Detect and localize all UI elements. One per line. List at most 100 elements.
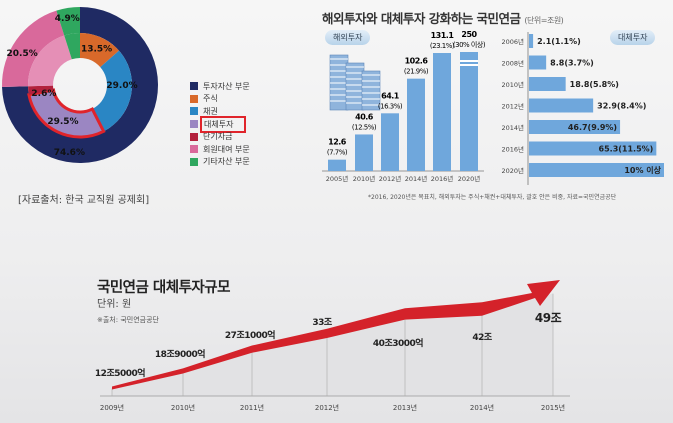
donut-inner-slice xyxy=(28,35,72,87)
overseas-bar-share: (30% 이상) xyxy=(453,40,486,49)
legend-swatch xyxy=(190,94,198,103)
investment-title: 해외투자와 대체투자 강화하는 국민연금 (단위=조원) xyxy=(322,8,564,27)
legend-label: 투자자산 부문 xyxy=(203,81,250,91)
legend-label: 채권 xyxy=(203,106,218,116)
overseas-bar-value: 250 xyxy=(461,30,477,39)
donut-inner-slice xyxy=(28,85,54,95)
overseas-bar xyxy=(381,113,399,171)
axis-break xyxy=(460,64,478,66)
alternative-year-label: 2010년 xyxy=(501,80,524,89)
legend-label: 회원대여 부문 xyxy=(203,144,250,154)
legend-item: 주식 xyxy=(190,93,250,106)
donut-outer-label: 74.6% xyxy=(54,148,85,158)
overseas-bar-value: 131.1 xyxy=(431,31,455,40)
overseas-bar-value: 64.1 xyxy=(381,91,400,100)
donut-outer-label: 20.5% xyxy=(7,49,38,59)
donut-source: [자료출처: 한국 교직원 공제회] xyxy=(18,195,150,206)
alternative-bar xyxy=(529,34,534,48)
alternative-year-label: 2016년 xyxy=(501,145,524,154)
legend-item: 회원대여 부문 xyxy=(190,143,250,156)
alternative-year-label: 2020년 xyxy=(501,166,524,175)
legend-swatch xyxy=(190,82,198,91)
investment-unit: (단위=조원) xyxy=(524,16,564,25)
alternative-year-label: 2006년 xyxy=(501,37,524,46)
legend-item: 단기자금 xyxy=(190,130,250,143)
overseas-bar-value: 40.6 xyxy=(355,112,374,121)
donut-inner-slice xyxy=(64,33,80,60)
donut-inner-slice xyxy=(80,33,120,68)
overseas-bar-share: (16.3%) xyxy=(378,102,403,110)
legend-swatch xyxy=(190,157,198,166)
alternative-year-label: 2014년 xyxy=(501,123,524,132)
overseas-year-label: 2016년 xyxy=(431,174,454,183)
trend-year-label: 2012년 xyxy=(315,403,339,412)
trend-year-label: 2010년 xyxy=(171,403,195,412)
overseas-bar-value: 102.6 xyxy=(405,57,429,66)
overseas-year-label: 2010년 xyxy=(353,174,376,183)
trend-arrow xyxy=(112,280,560,390)
legend-swatch xyxy=(190,132,198,141)
trend-year-label: 2009년 xyxy=(100,403,124,412)
legend-label: 대체투자 xyxy=(199,115,247,133)
overseas-bar xyxy=(328,159,346,171)
trend-unit: 단위: 원 xyxy=(97,299,132,310)
alternative-bar-label: 46.7(9.9%) xyxy=(568,123,617,132)
trend-value-label: 40조3000억 xyxy=(373,337,423,349)
trend-year-label: 2015년 xyxy=(541,403,565,412)
trend-value-label: 12조5000억 xyxy=(95,367,145,379)
alternative-bar xyxy=(529,55,547,70)
legend-swatch xyxy=(190,120,198,129)
alternative-bar-label: 2.1(1.1%) xyxy=(537,37,581,46)
trend-value-label: 27조1000억 xyxy=(225,329,275,341)
donut-inner-slice xyxy=(92,50,132,132)
legend-item: 투자자산 부문 xyxy=(190,80,250,93)
overseas-bar-share: (23.1%) xyxy=(430,42,455,50)
trend-source: ※출처: 국민연금공단 xyxy=(97,316,159,324)
overseas-bar-share: (7.7%) xyxy=(327,149,348,157)
donut-outer-slice xyxy=(2,7,159,163)
alternative-bar-label: 65.3(11.5%) xyxy=(599,145,654,154)
legend-label: 주식 xyxy=(203,94,218,104)
alternative-bar xyxy=(529,98,594,113)
alternative-bar xyxy=(529,141,657,156)
overseas-pill: 해외투자 xyxy=(325,30,371,45)
alternative-pill: 대체투자 xyxy=(610,30,656,45)
alternative-year-label: 2012년 xyxy=(501,102,524,111)
trend-year-label: 2013년 xyxy=(393,403,417,412)
trend-year-label: 2014년 xyxy=(470,403,494,412)
overseas-bar-value: 12.6 xyxy=(328,138,347,147)
trend-value-label: 49조 xyxy=(535,311,562,325)
donut-inner-label: 29.5% xyxy=(47,117,78,127)
overseas-year-label: 2012년 xyxy=(379,174,402,183)
donut-outer-slice xyxy=(2,10,65,87)
legend-swatch xyxy=(190,145,198,154)
donut-outer-slice xyxy=(56,7,80,36)
alternative-bar xyxy=(529,77,566,91)
legend-item: 대체투자 xyxy=(190,115,250,133)
legend-swatch xyxy=(190,107,198,116)
alternative-year-label: 2008년 xyxy=(501,59,524,68)
overseas-year-label: 2014년 xyxy=(405,174,428,183)
legend-label: 단기자금 xyxy=(203,132,233,142)
overseas-year-label: 2005년 xyxy=(326,174,349,183)
trend-area xyxy=(112,293,553,396)
overseas-bar-share: (21.9%) xyxy=(404,68,429,76)
donut-inner-label: 29.0% xyxy=(106,81,137,91)
legend-item: 채권 xyxy=(190,105,250,118)
donut-inner-label: 13.5% xyxy=(81,45,112,55)
overseas-bar xyxy=(355,134,373,171)
alternative-bar-label: 32.9(8.4%) xyxy=(597,102,646,111)
investment-note: *2016, 2020년은 목표치, 해외투자는 주식+채권+대체투자, 괄호 … xyxy=(368,194,617,201)
trend-title: 국민연금 대체투자규모 xyxy=(97,280,230,296)
alternative-bar-label: 8.8(3.7%) xyxy=(550,59,594,68)
alternative-bar-label: 18.8(5.8%) xyxy=(570,80,619,89)
trend-year-label: 2011년 xyxy=(240,403,264,412)
overseas-bar xyxy=(407,78,425,171)
overseas-bar xyxy=(433,53,451,172)
donut-inner-slice xyxy=(27,88,106,139)
investment-title-text: 해외투자와 대체투자 강화하는 국민연금 xyxy=(322,11,521,26)
axis-break xyxy=(460,60,478,62)
legend-item: 기타자산 부문 xyxy=(190,156,250,169)
